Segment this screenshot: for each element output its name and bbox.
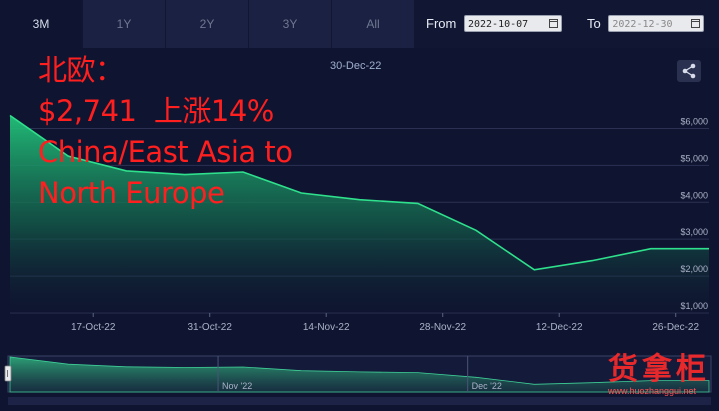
y-tick-label: $4,000 — [680, 190, 708, 200]
from-date-group: From 2022-10-07 — [426, 15, 562, 33]
data-point — [591, 259, 593, 261]
navigator-handle-icon[interactable] — [4, 365, 12, 382]
x-tick-label: 17-Oct-22 — [71, 322, 116, 333]
watermark-url: www.huozhanggui.net — [608, 386, 697, 396]
overlay-annotation: 北欧： $2,741 上涨14% China/East Asia to Nort… — [38, 53, 293, 210]
from-date-value: 2022-10-07 — [467, 19, 529, 31]
data-point — [9, 114, 11, 116]
navigator[interactable]: Nov '22 Dec '22 — [4, 355, 712, 405]
range-tabs: 3M 1Y 2Y 3Y All — [0, 0, 415, 48]
range-tab-3y[interactable]: 3Y — [249, 0, 331, 48]
series-line — [9, 114, 709, 271]
y-axis: $1,000 $2,000 $3,000 $4,000 $5,000 $6,000 — [680, 116, 708, 311]
y-tick-label: $6,000 — [680, 116, 708, 126]
y-tick-label: $1,000 — [680, 301, 708, 311]
tooltip-date: 30-Dec-22 — [330, 60, 382, 72]
x-tick-label: 14-Nov-22 — [303, 322, 350, 333]
range-tab-1y[interactable]: 1Y — [83, 0, 165, 48]
y-tick-label: $3,000 — [680, 227, 708, 237]
x-tick-label: 26-Dec-22 — [652, 322, 699, 333]
data-point — [475, 229, 477, 231]
calendar-icon[interactable] — [691, 19, 701, 29]
x-tick-label: 31-Oct-22 — [187, 322, 232, 333]
share-button[interactable] — [677, 60, 701, 82]
to-date-value: 2022-12-30 — [612, 19, 673, 31]
x-tick-label: 28-Nov-22 — [419, 322, 466, 333]
calendar-icon[interactable] — [548, 19, 558, 29]
watermark-text: 货拿柜 — [608, 352, 710, 387]
from-label: From — [426, 16, 457, 32]
range-toolbar: 3M 1Y 2Y 3Y All From 2022-10-07 To 2022-… — [0, 0, 719, 48]
data-point — [358, 198, 360, 200]
data-point — [533, 269, 535, 271]
navigator-label: Dec '22 — [472, 381, 502, 391]
navigator-label: Nov '22 — [222, 381, 252, 391]
series-area — [10, 115, 709, 313]
y-tick-label: $2,000 — [680, 264, 708, 274]
data-point — [650, 248, 652, 250]
watermark-logo: 货拿柜 www.huozhanggui.net — [608, 344, 710, 396]
share-icon — [682, 63, 696, 79]
x-axis: 17-Oct-22 31-Oct-22 14-Nov-22 28-Nov-22 12-D… — [71, 313, 699, 333]
navigator-scrollbar[interactable] — [8, 397, 711, 405]
data-point — [300, 192, 302, 194]
to-label: To — [587, 16, 601, 32]
to-date-group: To 2022-12-30 — [587, 15, 705, 33]
x-tick-label: 12-Dec-22 — [536, 322, 583, 333]
from-date-input[interactable]: 2022-10-07 — [463, 15, 562, 33]
data-point — [708, 248, 710, 250]
range-tab-2y[interactable]: 2Y — [166, 0, 248, 48]
chart-area-layer — [9, 114, 710, 313]
y-tick-label: $5,000 — [680, 153, 708, 163]
to-date-input[interactable]: 2022-12-30 — [608, 15, 705, 33]
range-tab-3m[interactable]: 3M — [0, 0, 82, 48]
data-point — [417, 202, 419, 204]
navigator-series — [9, 356, 710, 393]
range-tab-all[interactable]: All — [332, 0, 414, 48]
